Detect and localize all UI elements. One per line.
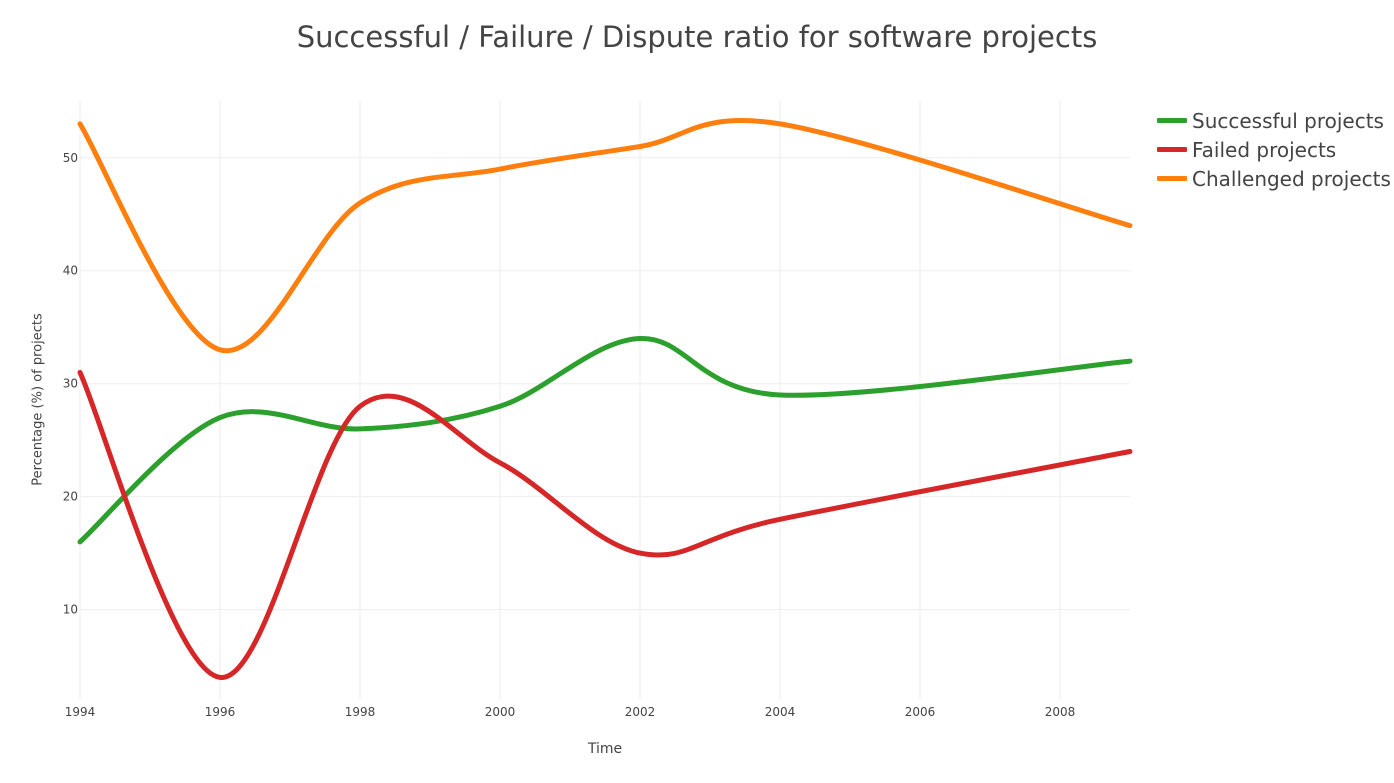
series-line-successful — [77, 335, 1133, 545]
x-tick-label: 2006 — [905, 705, 936, 719]
series-lines — [77, 118, 1133, 680]
legend-label: Successful projects — [1192, 108, 1384, 133]
series-line-failed — [77, 369, 1133, 680]
series-line-challenged — [77, 118, 1133, 354]
gridlines — [79, 100, 1130, 700]
x-tick-label: 1996 — [205, 705, 236, 719]
x-tick-label: 1994 — [65, 705, 96, 719]
legend-label: Challenged projects — [1192, 166, 1391, 191]
y-tick-label: 10 — [63, 603, 78, 617]
legend-item-successful[interactable]: Successful projects — [1157, 106, 1391, 135]
legend-item-failed[interactable]: Failed projects — [1157, 135, 1391, 164]
x-tick-label: 2004 — [765, 705, 796, 719]
x-tick-label: 2002 — [625, 705, 656, 719]
x-tick-label: 2008 — [1045, 705, 1076, 719]
y-axis-title: Percentage (%) of projects — [30, 313, 46, 486]
x-axis-ticks: 1994 1996 1998 2000 2002 2004 2006 2008 — [65, 705, 1076, 719]
x-tick-label: 2000 — [485, 705, 516, 719]
legend-label: Failed projects — [1192, 137, 1337, 162]
y-tick-label: 30 — [63, 377, 78, 391]
y-tick-label: 40 — [63, 264, 78, 278]
legend-swatch-successful — [1157, 118, 1187, 123]
legend: Successful projects Failed projects Chal… — [1157, 106, 1391, 193]
y-axis-ticks: 10 20 30 40 50 — [63, 151, 78, 617]
y-tick-label: 20 — [63, 490, 78, 504]
chart-title: Successful / Failure / Dispute ratio for… — [296, 20, 1098, 54]
x-axis-title: Time — [587, 741, 623, 757]
legend-swatch-challenged — [1157, 176, 1187, 181]
legend-item-challenged[interactable]: Challenged projects — [1157, 164, 1391, 193]
y-tick-label: 50 — [63, 151, 78, 165]
legend-swatch-failed — [1157, 147, 1187, 152]
x-tick-label: 1998 — [345, 705, 376, 719]
